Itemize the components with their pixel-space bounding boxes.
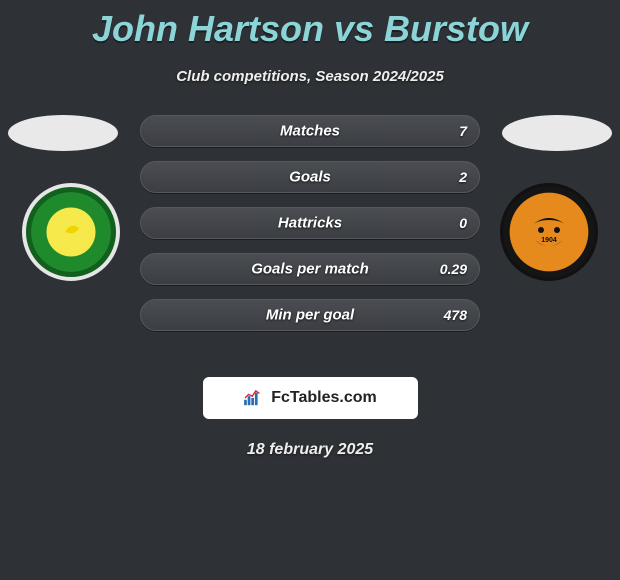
stat-label: Goals bbox=[289, 169, 331, 186]
tiger-icon: 1904 bbox=[519, 202, 579, 262]
date-text: 18 february 2025 bbox=[0, 441, 620, 459]
attribution-box: FcTables.com bbox=[203, 377, 418, 419]
subtitle: Club competitions, Season 2024/2025 bbox=[0, 68, 620, 85]
stat-right-value: 0 bbox=[459, 215, 467, 231]
canary-icon bbox=[51, 212, 91, 252]
right-team-badge: 1904 bbox=[500, 183, 598, 281]
right-player-silhouette bbox=[502, 115, 612, 151]
stat-label: Hattricks bbox=[278, 215, 342, 232]
comparison-stage: 1904 Matches 7 Goals 2 Hattricks 0 Goals per m… bbox=[0, 115, 620, 355]
stat-right-value: 0.29 bbox=[440, 261, 467, 277]
left-team-badge bbox=[22, 183, 120, 281]
chart-icon bbox=[243, 389, 265, 407]
stat-bar: Goals per match 0.29 bbox=[140, 253, 480, 285]
stat-bar: Matches 7 bbox=[140, 115, 480, 147]
stat-right-value: 7 bbox=[459, 123, 467, 139]
stat-right-value: 478 bbox=[444, 307, 467, 323]
stat-label: Matches bbox=[280, 123, 340, 140]
stat-right-value: 2 bbox=[459, 169, 467, 185]
stat-bar: Hattricks 0 bbox=[140, 207, 480, 239]
stat-label: Goals per match bbox=[251, 261, 369, 278]
attribution-text: FcTables.com bbox=[271, 389, 377, 407]
page-title: John Hartson vs Burstow bbox=[0, 0, 620, 50]
stat-bars: Matches 7 Goals 2 Hattricks 0 Goals per match 0… bbox=[140, 115, 480, 331]
svg-text:1904: 1904 bbox=[541, 237, 557, 244]
left-player-silhouette bbox=[8, 115, 118, 151]
stat-label: Min per goal bbox=[266, 307, 354, 324]
stat-bar: Goals 2 bbox=[140, 161, 480, 193]
stat-bar: Min per goal 478 bbox=[140, 299, 480, 331]
